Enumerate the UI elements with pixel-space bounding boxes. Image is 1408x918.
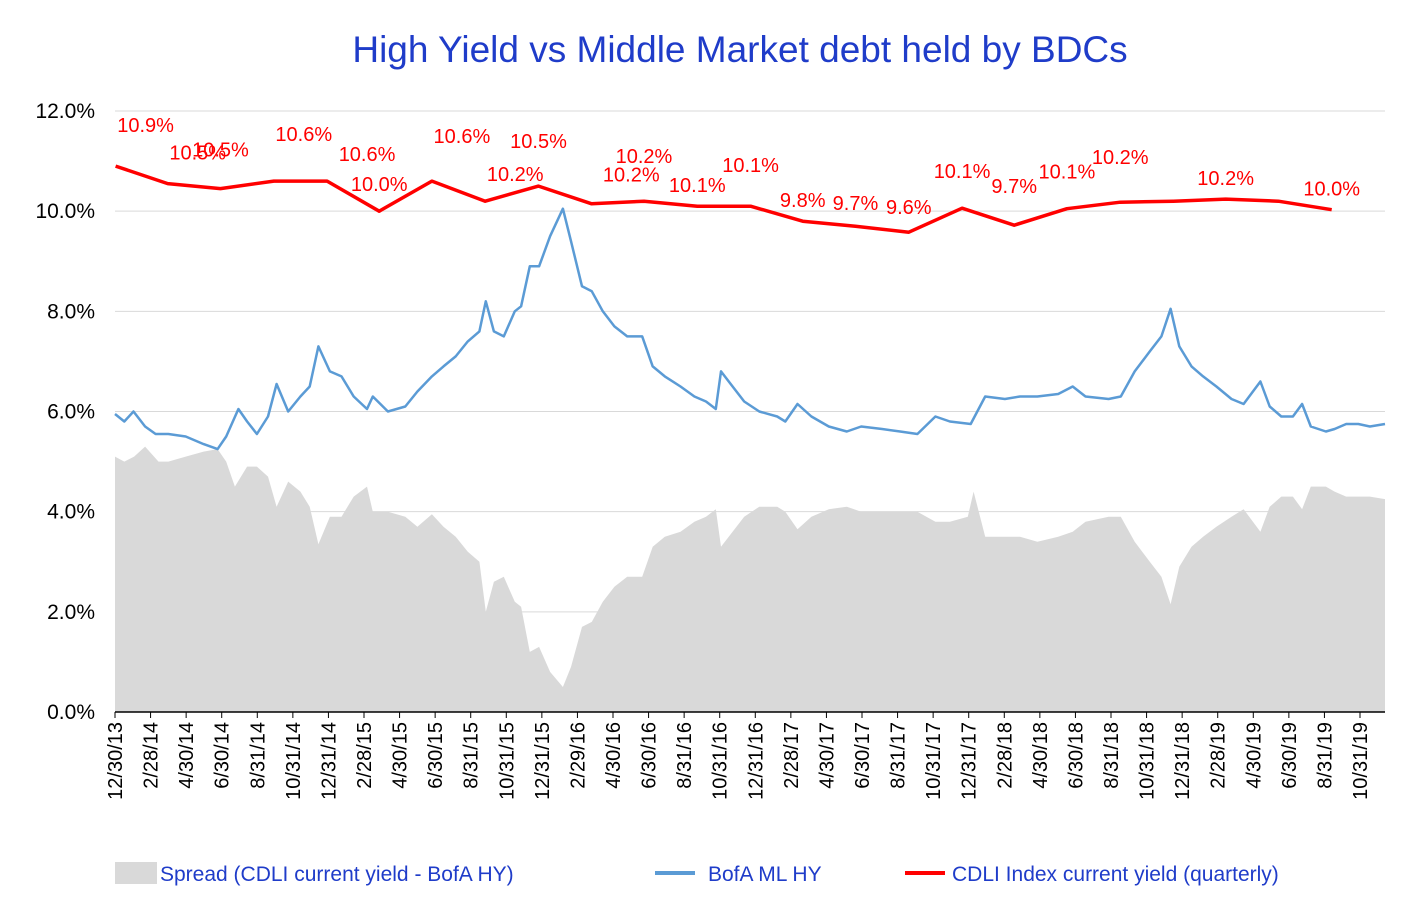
cdli-line-layer [115, 164, 1332, 234]
x-tick-label: 2/29/16 [567, 722, 589, 789]
cdli-data-label: 10.1% [722, 155, 779, 177]
cdli-data-label: 10.6% [275, 124, 332, 146]
x-tick-label: 12/31/15 [532, 722, 554, 800]
cdli-data-label: 10.2% [1092, 147, 1149, 169]
y-tick-label: 4.0% [47, 501, 95, 524]
spread-area-layer [115, 446, 1385, 712]
x-tick-label: 4/30/16 [603, 722, 625, 789]
cdli-data-label: 9.6% [886, 197, 932, 219]
x-tick-label: 6/30/18 [1065, 722, 1087, 789]
cdli-data-label: 10.0% [1303, 179, 1360, 201]
x-tick-label: 2/28/19 [1208, 722, 1230, 789]
x-tick-label: 6/30/14 [212, 722, 234, 789]
legend-label-cdli: CDLI Index current yield (quarterly) [952, 863, 1279, 886]
cdli-data-label: 10.2% [487, 164, 544, 186]
y-tick-label: 10.0% [35, 200, 95, 223]
y-tick-label: 8.0% [47, 300, 95, 323]
y-tick-label: 2.0% [47, 601, 95, 624]
spread-area [115, 446, 1385, 712]
y-tick-label: 12.0% [35, 100, 95, 123]
legend-label-spread: Spread (CDLI current yield - BofA HY) [160, 863, 514, 886]
x-tick-label: 12/30/13 [105, 722, 127, 800]
bofa-hy-line [114, 207, 1386, 451]
x-tick-label: 10/31/14 [283, 722, 305, 800]
x-tick-label: 2/28/15 [354, 722, 376, 789]
x-tick-label: 8/31/17 [888, 722, 910, 789]
x-tick-label: 6/30/17 [852, 722, 874, 789]
cdli-data-label: 10.2% [603, 165, 660, 187]
cdli-data-label: 9.7% [991, 176, 1037, 198]
x-tick-label: 6/30/19 [1279, 722, 1301, 789]
x-tick-label: 12/31/14 [318, 722, 340, 800]
x-tick-label: 10/31/18 [1137, 722, 1159, 800]
x-tick-label: 10/31/17 [923, 722, 945, 800]
x-tick-label: 4/30/15 [390, 722, 412, 789]
y-tick-label: 6.0% [47, 401, 95, 424]
x-tick-label: 4/30/17 [816, 722, 838, 789]
x-tick-label: 4/30/14 [176, 722, 198, 789]
cdli-data-label: 10.5% [192, 140, 249, 162]
x-tick-label: 12/31/16 [745, 722, 767, 800]
x-tick-label: 2/28/18 [994, 722, 1016, 789]
cdli-data-label: 10.1% [1039, 162, 1096, 184]
cdli-data-label: 9.8% [780, 190, 826, 212]
legend-label-hy: BofA ML HY [708, 863, 822, 886]
cdli-data-label: 10.9% [117, 115, 174, 137]
x-tick-label: 4/30/19 [1243, 722, 1265, 789]
cdli-data-label: 10.1% [669, 175, 726, 197]
x-tick-label: 2/28/14 [141, 722, 163, 789]
cdli-data-label: 10.6% [434, 126, 491, 148]
x-tick-label: 6/30/15 [425, 722, 447, 789]
x-tick-label: 8/31/18 [1101, 722, 1123, 789]
cdli-data-label: 10.1% [934, 161, 991, 183]
cdli-data-label: 10.2% [616, 146, 673, 168]
legend: Spread (CDLI current yield - BofA HY) Bo… [115, 862, 1279, 886]
cdli-data-label: 10.5% [169, 143, 226, 165]
cdli-data-label: 10.0% [351, 174, 408, 196]
legend-swatch-spread [115, 862, 157, 884]
x-tick-label: 10/31/16 [710, 722, 732, 800]
chart-title: High Yield vs Middle Market debt held by… [352, 29, 1127, 70]
axes: 0.0% 2.0% 4.0% 6.0% 8.0% 10.0% 12.0% 12/30/13 2/… [35, 100, 1385, 800]
x-tick-label: 8/31/15 [461, 722, 483, 789]
x-tick-label: 10/31/19 [1350, 722, 1372, 800]
bofa-hy-line-layer [114, 207, 1386, 451]
cdli-data-label: 10.2% [1197, 168, 1254, 190]
x-tick-label: 12/31/17 [959, 722, 981, 800]
x-tick-label: 2/28/17 [781, 722, 803, 789]
x-tick-label: 8/31/14 [247, 722, 269, 789]
x-tick-label: 4/30/18 [1030, 722, 1052, 789]
x-tick-label: 8/31/16 [674, 722, 696, 789]
cdli-data-label: 9.7% [833, 193, 879, 215]
x-tick-label: 8/31/19 [1314, 722, 1336, 789]
y-tick-label: 0.0% [47, 701, 95, 724]
x-tick-label: 10/31/15 [496, 722, 518, 800]
x-tick-label: 12/31/18 [1172, 722, 1194, 800]
x-tick-label: 6/30/16 [639, 722, 661, 789]
data-label-layer: 10.9%10.5%10.5%10.6%10.6%10.0%10.6%10.2%… [117, 115, 1360, 219]
cdli-line [115, 164, 1332, 234]
cdli-data-label: 10.5% [510, 131, 567, 153]
cdli-data-label: 10.6% [339, 144, 396, 166]
